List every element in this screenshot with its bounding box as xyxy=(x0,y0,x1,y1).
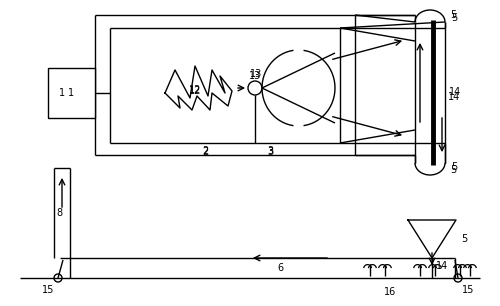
Text: 12: 12 xyxy=(189,85,201,95)
Text: 3: 3 xyxy=(267,147,273,157)
Text: 5: 5 xyxy=(450,10,456,20)
Text: 3: 3 xyxy=(267,146,273,156)
Text: 15: 15 xyxy=(42,285,54,295)
Text: 5: 5 xyxy=(450,165,456,175)
Text: 12: 12 xyxy=(189,86,201,96)
Text: 1: 1 xyxy=(68,88,74,98)
Text: 6: 6 xyxy=(277,263,283,273)
Text: 13: 13 xyxy=(249,71,261,81)
Text: 2: 2 xyxy=(202,146,208,156)
Text: 5: 5 xyxy=(451,162,457,172)
Text: 8: 8 xyxy=(56,208,62,218)
Text: 2: 2 xyxy=(202,147,208,157)
Text: 5: 5 xyxy=(451,13,457,23)
Text: 16: 16 xyxy=(384,287,396,297)
Text: 14: 14 xyxy=(436,261,448,271)
Text: 5: 5 xyxy=(461,234,467,244)
Bar xyxy=(48,68,95,118)
Text: 15: 15 xyxy=(462,285,474,295)
Text: 14: 14 xyxy=(449,87,461,97)
Text: 1: 1 xyxy=(59,88,65,98)
Text: 14: 14 xyxy=(448,92,460,102)
Text: 13: 13 xyxy=(250,69,262,79)
